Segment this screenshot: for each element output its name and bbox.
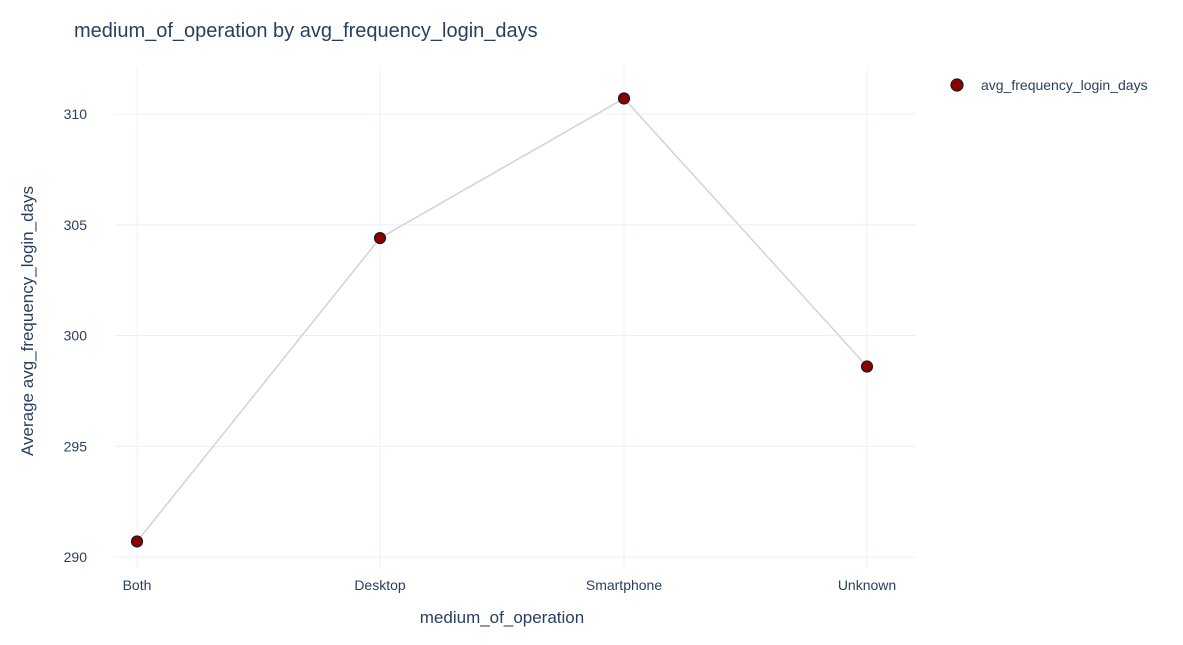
x-axis-ticks: Both Desktop Smartphone Unknown — [123, 577, 897, 593]
y-tick-label: 295 — [64, 438, 88, 454]
grid — [115, 67, 916, 568]
x-tick-label: Desktop — [354, 577, 406, 593]
y-tick-label: 300 — [64, 328, 88, 344]
legend-marker-icon — [950, 78, 964, 92]
y-tick-label: 310 — [64, 106, 88, 122]
series-polyline — [136, 97, 868, 542]
x-tick-label: Smartphone — [586, 577, 662, 593]
data-point[interactable] — [130, 535, 144, 548]
x-axis-title: medium_of_operation — [420, 608, 584, 627]
legend[interactable]: avg_frequency_login_days — [950, 77, 1148, 93]
chart-title: medium_of_operation by avg_frequency_log… — [74, 20, 538, 42]
y-axis-title: Average avg_frequency_login_days — [18, 186, 37, 456]
y-axis-ticks: 290 295 300 305 310 — [64, 106, 88, 565]
series-line — [136, 97, 868, 542]
legend-label: avg_frequency_login_days — [981, 77, 1148, 93]
data-points — [130, 92, 874, 548]
data-point[interactable] — [860, 360, 874, 373]
data-point[interactable] — [373, 231, 387, 245]
y-tick-label: 290 — [64, 549, 88, 565]
x-tick-label: Both — [123, 577, 152, 593]
y-tick-label: 305 — [64, 217, 88, 233]
x-tick-label: Unknown — [838, 577, 896, 593]
data-point[interactable] — [617, 92, 631, 105]
